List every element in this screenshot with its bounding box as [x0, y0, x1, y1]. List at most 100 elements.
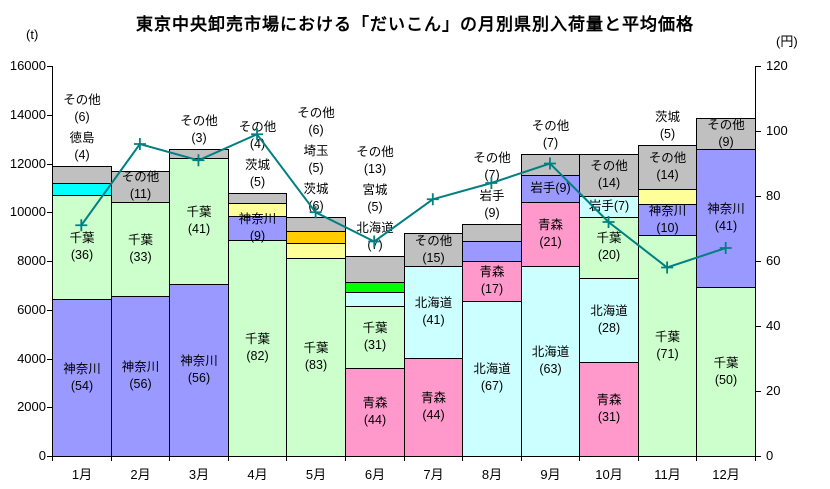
segment-label: その他 (4) [238, 120, 277, 151]
bar-segment-11月-千葉 [638, 235, 697, 457]
bar-segment-5月-その他 [286, 217, 346, 232]
bar-segment-9月-その他 [521, 154, 580, 176]
left-axis-tick [47, 456, 52, 457]
right-axis-tick-label: 80 [766, 188, 781, 203]
bar-segment-1月-千葉 [52, 195, 112, 300]
x-axis-tick [755, 457, 756, 461]
left-axis-tick [47, 115, 52, 116]
left-axis-tick-label: 10000 [9, 204, 46, 219]
left-axis-tick [47, 407, 52, 408]
bar-segment-10月-岩手 [579, 196, 639, 218]
segment-label: その他 (6) [297, 106, 335, 137]
right-axis-tick-label: 40 [766, 318, 781, 333]
x-axis-tick [345, 457, 346, 461]
bar-segment-5月-埼玉 [286, 231, 346, 244]
segment-label: 茨城 (5) [654, 110, 680, 141]
left-axis-tick-label: 0 [38, 448, 46, 463]
right-axis-unit: (円) [776, 34, 798, 49]
x-axis-label: 8月 [481, 467, 503, 482]
left-axis-tick-label: 4000 [17, 351, 46, 366]
x-axis-label: 1月 [71, 467, 93, 482]
right-axis-tick [756, 326, 761, 327]
left-axis-tick [47, 261, 52, 262]
bar-segment-1月-その他 [52, 166, 112, 184]
segment-label: 茨城 (6) [303, 182, 329, 213]
bar-segment-6月-北海道 [345, 292, 405, 307]
x-axis-tick [404, 457, 405, 461]
x-axis-label: 6月 [364, 467, 386, 482]
bar-segment-1月-神奈川 [52, 299, 112, 457]
left-axis-tick [47, 66, 52, 67]
x-axis-label: 5月 [305, 467, 327, 482]
price-marker-plus [368, 235, 381, 248]
x-axis-tick [638, 457, 639, 461]
x-axis-tick [521, 457, 522, 461]
bar-segment-7月-青森 [404, 358, 463, 457]
bar-segment-12月-千葉 [696, 287, 756, 457]
right-axis-tick-label: 100 [766, 123, 788, 138]
x-axis-label: 9月 [540, 467, 561, 482]
bar-segment-9月-青森 [521, 202, 580, 267]
left-axis-tick [47, 212, 52, 213]
bar-segment-4月-茨城 [228, 203, 287, 217]
x-axis-tick [696, 457, 697, 461]
x-axis-label: 11月 [654, 467, 681, 482]
right-axis-tick [756, 66, 761, 67]
right-axis-tick [756, 196, 761, 197]
bar-segment-11月-神奈川 [638, 204, 697, 236]
chart-title: 東京中央卸売市場における「だいこん」の月別県別入荷量と平均価格 [136, 15, 694, 34]
right-axis-tick [756, 131, 761, 132]
left-axis-tick-label: 12000 [9, 156, 46, 171]
x-axis-tick [286, 457, 287, 461]
bar-segment-2月-神奈川 [111, 296, 170, 457]
segment-label: 茨城 (5) [244, 158, 270, 189]
x-axis-label: 12月 [712, 467, 740, 482]
bar-segment-2月-千葉 [111, 202, 170, 297]
bar-segment-11月-茨城 [638, 189, 697, 205]
segment-label: 岩手 (9) [479, 189, 505, 220]
bar-segment-8月-北海道 [462, 301, 522, 457]
bar-segment-4月-その他 [228, 193, 287, 204]
left-axis-tick-label: 6000 [17, 302, 46, 317]
segment-label: その他 (7) [473, 151, 511, 182]
bar-segment-10月-青森 [579, 362, 639, 457]
right-axis-tick [756, 456, 761, 457]
left-axis-tick [47, 359, 52, 360]
bar-segment-6月-その他 [345, 256, 405, 283]
segment-label: 埼玉 (5) [303, 144, 329, 175]
left-axis-tick-label: 2000 [17, 399, 46, 414]
x-axis-tick [579, 457, 580, 461]
price-marker-plus [426, 193, 439, 206]
price-marker-plus [485, 177, 498, 189]
bar-segment-4月-千葉 [228, 240, 287, 457]
bar-segment-7月-北海道 [404, 266, 463, 359]
price-marker-plus [133, 138, 146, 150]
price-marker-plus [251, 128, 264, 141]
bar-segment-6月-宮城 [345, 282, 405, 293]
bar-segment-5月-茨城 [286, 243, 346, 259]
segment-label: その他 (3) [180, 114, 218, 145]
right-axis-tick-label: 120 [766, 58, 788, 73]
segment-label: その他 (13) [356, 145, 394, 176]
bar-segment-10月-北海道 [579, 278, 639, 363]
x-axis-tick [228, 457, 229, 461]
left-axis-tick-label: 16000 [9, 58, 46, 73]
left-axis-tick-label: 8000 [17, 253, 46, 268]
right-axis-tick-label: 60 [766, 253, 781, 268]
segment-label: その他 (6) [63, 93, 101, 124]
x-axis-label: 10月 [595, 467, 623, 482]
x-axis-label: 4月 [247, 467, 268, 482]
bar-segment-2月-その他 [111, 171, 170, 203]
bar-segment-4月-神奈川 [228, 216, 287, 241]
bar-segment-10月-その他 [579, 154, 639, 197]
bar-segment-10月-千葉 [579, 217, 639, 279]
segment-label: 宮城 (5) [362, 183, 388, 214]
x-axis-label: 2月 [130, 467, 151, 482]
segment-label: 北海道 (7) [356, 221, 394, 252]
right-axis-tick-label: 0 [766, 448, 774, 463]
bar-segment-8月-岩手 [462, 241, 522, 262]
bar-segment-12月-神奈川 [696, 149, 756, 288]
segment-label: 徳島 (4) [69, 131, 95, 162]
